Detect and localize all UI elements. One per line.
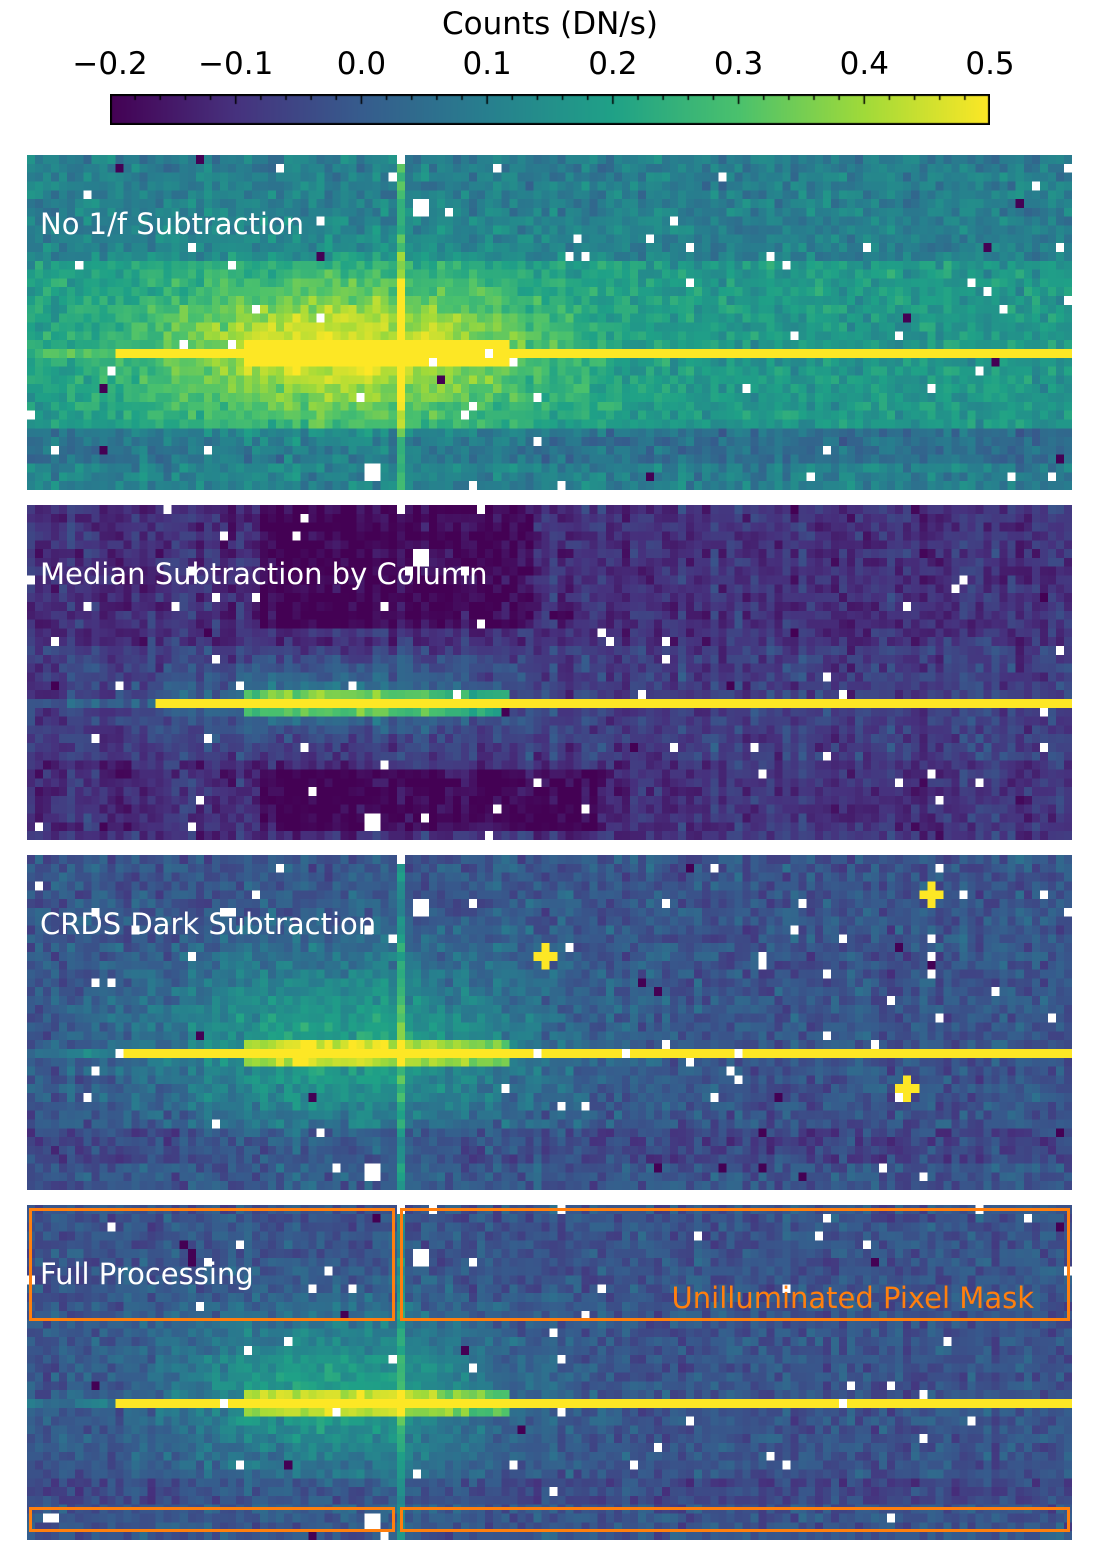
panel-full-processing: Full Processing Unilluminated Pixel Mask — [27, 1205, 1072, 1540]
colorbar-tick-label: 0.0 — [336, 46, 387, 82]
heatmap-canvas-crds-dark-subtraction — [27, 855, 1072, 1190]
colorbar-title: Counts (DN/s) — [442, 6, 658, 42]
colorbar-tick-label: 0.1 — [462, 46, 512, 82]
panel-label: Median Subtraction by Column — [40, 557, 488, 591]
panel-label: Full Processing — [40, 1257, 254, 1291]
panel-median-subtraction-by-column: Median Subtraction by Column — [27, 505, 1072, 840]
colorbar-gradient — [110, 94, 990, 125]
unilluminated-pixel-mask-rect — [29, 1506, 395, 1532]
unilluminated-pixel-mask-rect — [400, 1506, 1070, 1532]
colorbar-tick-label: 0.2 — [588, 46, 638, 82]
panel-no-1f-subtraction: No 1/f Subtraction — [27, 155, 1072, 490]
unilluminated-pixel-mask-rect — [400, 1207, 1070, 1321]
panel-label: CRDS Dark Subtraction — [40, 907, 377, 941]
panel-label: No 1/f Subtraction — [40, 207, 305, 241]
colorbar-tick-label: −0.1 — [198, 46, 274, 82]
colorbar-tick-label: 0.3 — [713, 46, 764, 82]
colorbar-tick-label: 0.4 — [839, 46, 889, 82]
unilluminated-pixel-mask-rect — [29, 1207, 395, 1321]
colorbar-tick-labels: −0.2 −0.1 0.0 0.1 0.2 0.3 0.4 0.5 — [72, 46, 1014, 86]
colorbar-tick-label: −0.2 — [72, 46, 148, 82]
heatmap-canvas-no-1f-subtraction — [27, 155, 1072, 490]
colorbar-tick-label: 0.5 — [965, 46, 1015, 82]
heatmap-canvas-full-processing — [27, 1205, 1072, 1540]
heatmap-canvas-median-subtraction — [27, 505, 1072, 840]
figure-panels: No 1/f Subtraction Median Subtraction by… — [27, 155, 1072, 1555]
panel-crds-dark-subtraction: CRDS Dark Subtraction — [27, 855, 1072, 1190]
unilluminated-pixel-mask-label: Unilluminated Pixel Mask — [671, 1281, 1034, 1315]
